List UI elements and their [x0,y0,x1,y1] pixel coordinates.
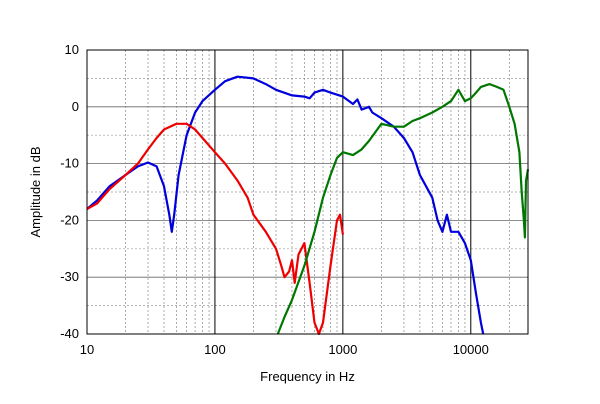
series-line-3 [276,83,530,335]
grid [86,49,528,335]
series-line-1 [86,75,485,335]
y-tick-label: -30 [60,269,79,284]
x-axis-label: Frequency in Hz [260,369,355,384]
y-axis-label: Amplitude in dB [28,146,43,237]
series-line-2 [86,122,344,336]
x-tick-label: 10 [80,342,94,357]
y-tick-label: -20 [60,212,79,227]
x-tick-label: 10000 [453,342,489,357]
y-tick-label: 0 [72,99,79,114]
curves [86,75,530,336]
y-tick-label: 10 [65,42,79,57]
y-tick-label: -40 [60,326,79,341]
y-tick-label: -10 [60,156,79,171]
x-tick-label: 1000 [328,342,357,357]
x-tick-label: 100 [204,342,226,357]
plot-frame [86,49,529,335]
